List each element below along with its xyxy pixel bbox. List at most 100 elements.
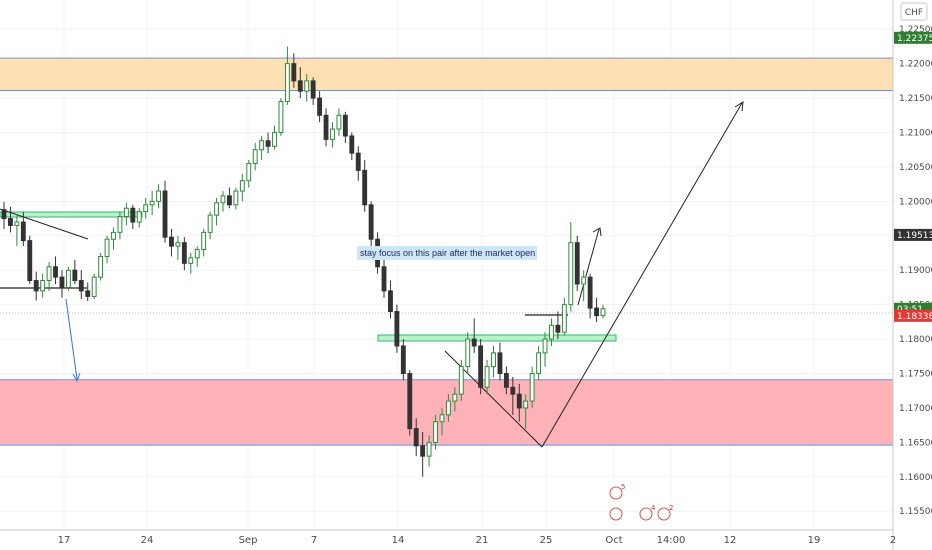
x-tick-label: 17 [58, 535, 71, 546]
candle-body [104, 238, 110, 257]
candle-body [542, 338, 548, 354]
price-tag [894, 309, 932, 322]
x-tick-label: 24 [141, 535, 154, 546]
candle-body [149, 200, 155, 206]
y-tick-label: 1.22000 [899, 60, 932, 70]
candle-body [27, 240, 33, 282]
candle-body [549, 324, 554, 340]
blue-arrow-shaft [65, 298, 78, 380]
candle-body [413, 428, 419, 447]
candle-body [529, 373, 535, 402]
y-tick-label: 1.20500 [899, 163, 932, 173]
candle-body [246, 162, 252, 182]
candle-body [8, 218, 13, 226]
event-count: 2 [669, 504, 673, 512]
x-tick-label: 19 [808, 535, 821, 546]
candle-body [342, 114, 348, 137]
y-tick-label: 1.21000 [899, 129, 932, 139]
candle-body [91, 276, 97, 297]
price-tag [894, 228, 932, 241]
projection-up [541, 102, 743, 448]
candle-body [265, 140, 271, 147]
candle-body [272, 132, 277, 147]
candle-body [175, 242, 181, 247]
candle-body [214, 202, 219, 216]
time-axis: 17 24 Sep 7 14 21 25 Oct 14:00 12 19 2 [0, 529, 896, 546]
candle-body [1, 209, 7, 220]
y-tick-label: 1.15500 [899, 507, 932, 517]
candle-body [420, 445, 426, 457]
price-tag-label: 1.18338 [897, 312, 932, 322]
candle-body [484, 366, 490, 388]
candle-body [156, 190, 162, 202]
y-tick-label: 1.17500 [899, 370, 932, 380]
candle-body [284, 63, 290, 103]
event-count: 4 [651, 504, 656, 512]
candle-body [33, 280, 39, 292]
y-tick-label: 1.17000 [899, 404, 932, 414]
candle-body [201, 231, 207, 251]
candle-body [59, 276, 65, 288]
candle-body [181, 242, 187, 264]
candle-body [439, 414, 445, 423]
candle-body [278, 101, 284, 134]
event-icon [657, 507, 671, 521]
candle-body [14, 221, 20, 226]
candle-body [362, 169, 368, 206]
candle-body [452, 393, 458, 402]
y-tick-label: 1.19000 [899, 266, 932, 276]
candle-body [130, 207, 136, 223]
y-tick-label: 1.20000 [899, 197, 932, 207]
candle-body [581, 276, 587, 285]
candle-body [433, 421, 438, 443]
x-tick-label: 25 [540, 535, 553, 546]
candle-body [310, 80, 316, 99]
candle-body [381, 266, 387, 292]
candle-body [78, 280, 84, 292]
candle-body [445, 400, 451, 416]
candle-body [304, 80, 310, 92]
candle-body [355, 152, 361, 171]
price-axis: 1.22500 1.22000 1.21500 1.21000 1.20500 1.200… [892, 0, 932, 550]
candle-body [53, 266, 58, 278]
candle-body [394, 311, 400, 347]
candle-body [259, 140, 265, 151]
price-tag-label: 03:51 [897, 305, 923, 315]
annotation-text: stay focus on this pair after the market… [360, 248, 535, 258]
candle-body [291, 63, 297, 82]
y-tick-label: 1.22500 [899, 25, 932, 35]
small-arrow-head [592, 227, 602, 237]
candle-body [111, 231, 116, 240]
candle-body [207, 214, 213, 233]
candle-body [72, 269, 78, 282]
candle-body [239, 180, 245, 192]
candle-body [297, 80, 303, 92]
candle-body [536, 352, 542, 375]
candle-body [123, 207, 129, 218]
candle-body [98, 255, 104, 278]
candle-body [143, 204, 149, 213]
trend-line-left [0, 208, 89, 240]
candle-body [510, 386, 516, 395]
candle-body [555, 324, 561, 333]
candle-body [497, 352, 503, 375]
consolidation-box-left [0, 211, 143, 218]
candle-body [226, 195, 232, 206]
candle-body [568, 242, 574, 306]
currency-label: CHF [905, 8, 923, 18]
candle-body [574, 242, 580, 285]
x-tick-label: 7 [311, 535, 317, 546]
candle-series [1, 46, 606, 477]
x-tick-label: Sep [239, 535, 258, 546]
candle-body [220, 195, 226, 204]
event-icon [609, 486, 623, 500]
candle-body [323, 114, 329, 140]
candle-body [523, 400, 529, 409]
price-tag [894, 31, 932, 44]
projection-arrow-head [734, 101, 744, 112]
candle-body [252, 149, 258, 164]
candle-body [169, 236, 174, 247]
event-icon [639, 507, 653, 521]
drawings [0, 101, 893, 448]
candle-body [65, 269, 71, 288]
